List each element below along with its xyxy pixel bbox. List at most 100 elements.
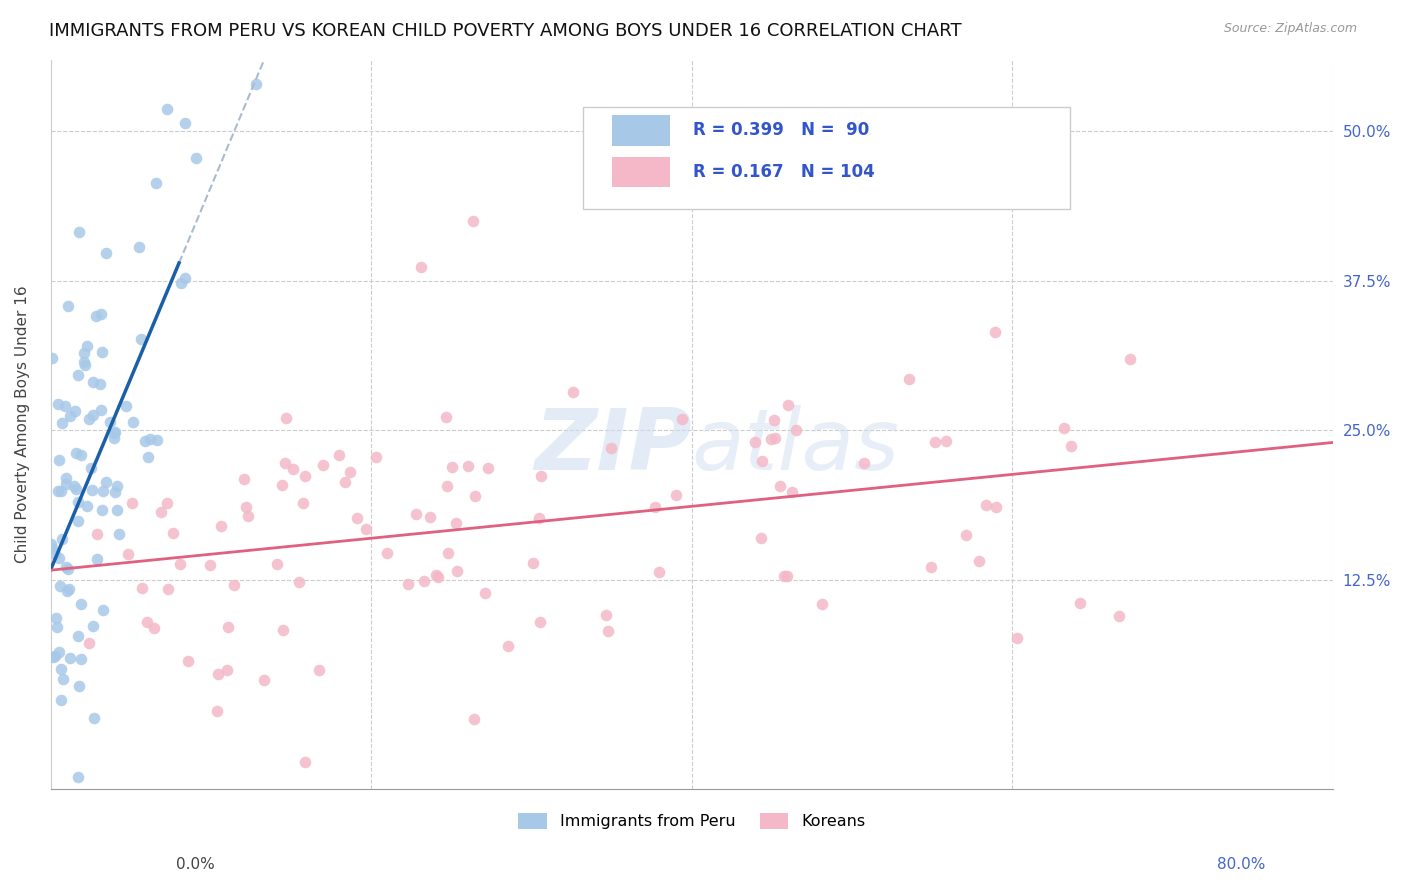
Point <box>561 384 583 399</box>
Point <box>749 531 772 545</box>
Point <box>104 425 127 439</box>
Text: atlas: atlas <box>692 405 900 488</box>
Point <box>49 484 72 499</box>
Bar <box>613 115 671 145</box>
Point <box>233 472 256 486</box>
Point <box>53 399 76 413</box>
Point <box>46 397 69 411</box>
Point <box>273 456 295 470</box>
Point <box>396 577 419 591</box>
Point <box>117 547 139 561</box>
Point <box>98 415 121 429</box>
Point <box>426 570 449 584</box>
Point <box>146 434 169 448</box>
Point <box>67 495 90 509</box>
Point <box>776 568 799 582</box>
Point <box>346 510 368 524</box>
Point <box>105 503 128 517</box>
Point <box>156 496 179 510</box>
Text: Source: ZipAtlas.com: Source: ZipAtlas.com <box>1223 22 1357 36</box>
Point <box>44 547 66 561</box>
Point <box>935 434 957 448</box>
Point <box>48 453 70 467</box>
Point <box>76 339 98 353</box>
Point <box>51 416 73 430</box>
Point <box>198 558 221 572</box>
Point <box>529 615 551 629</box>
Point <box>984 325 1007 339</box>
Point <box>425 568 447 582</box>
Point <box>477 461 499 475</box>
Point <box>162 526 184 541</box>
Point <box>920 559 942 574</box>
Point <box>84 309 107 323</box>
FancyBboxPatch shape <box>583 107 1070 209</box>
Point <box>405 507 427 521</box>
Point <box>55 584 77 599</box>
Point <box>898 372 921 386</box>
Point <box>671 412 693 426</box>
Point <box>253 673 276 687</box>
Point <box>58 299 80 313</box>
Point <box>436 479 458 493</box>
Point <box>1108 609 1130 624</box>
Point <box>65 404 87 418</box>
Point <box>90 402 112 417</box>
Point <box>522 556 544 570</box>
Point <box>82 619 104 633</box>
Y-axis label: Child Poverty Among Boys Under 16: Child Poverty Among Boys Under 16 <box>15 285 30 563</box>
Point <box>596 624 619 638</box>
Point <box>413 574 436 589</box>
Point <box>976 498 998 512</box>
Point <box>46 620 69 634</box>
Point <box>217 663 239 677</box>
Point <box>59 651 82 665</box>
Point <box>108 526 131 541</box>
Point <box>446 516 468 531</box>
Point <box>44 648 66 663</box>
Point <box>419 510 441 524</box>
Point <box>955 528 977 542</box>
Point <box>271 477 294 491</box>
Point <box>274 411 297 425</box>
Point <box>82 375 104 389</box>
Point <box>80 461 103 475</box>
Point <box>73 355 96 369</box>
Point <box>96 246 118 260</box>
Point <box>527 511 550 525</box>
Point <box>135 615 157 629</box>
Point <box>145 176 167 190</box>
Point <box>55 471 77 485</box>
Point <box>89 377 111 392</box>
Point <box>207 704 229 718</box>
Point <box>134 434 156 448</box>
Point <box>853 456 876 470</box>
Point <box>375 546 398 560</box>
Point <box>41 351 63 365</box>
Point <box>49 662 72 676</box>
Point <box>294 755 316 769</box>
Point <box>55 560 77 574</box>
Point <box>90 307 112 321</box>
Point <box>56 561 79 575</box>
Point <box>107 479 129 493</box>
Point <box>65 446 87 460</box>
Point <box>65 482 87 496</box>
Point <box>1069 596 1091 610</box>
Point <box>600 441 623 455</box>
Point <box>761 432 783 446</box>
Point <box>644 500 666 514</box>
Legend: Immigrants from Peru, Koreans: Immigrants from Peru, Koreans <box>512 806 872 836</box>
Point <box>780 484 803 499</box>
Point <box>131 581 153 595</box>
Point <box>173 116 195 130</box>
Point <box>66 514 89 528</box>
Point <box>45 611 67 625</box>
Point <box>328 448 350 462</box>
Point <box>294 468 316 483</box>
Point <box>70 597 93 611</box>
Point <box>82 408 104 422</box>
Point <box>77 411 100 425</box>
Point <box>49 692 72 706</box>
Point <box>51 532 73 546</box>
